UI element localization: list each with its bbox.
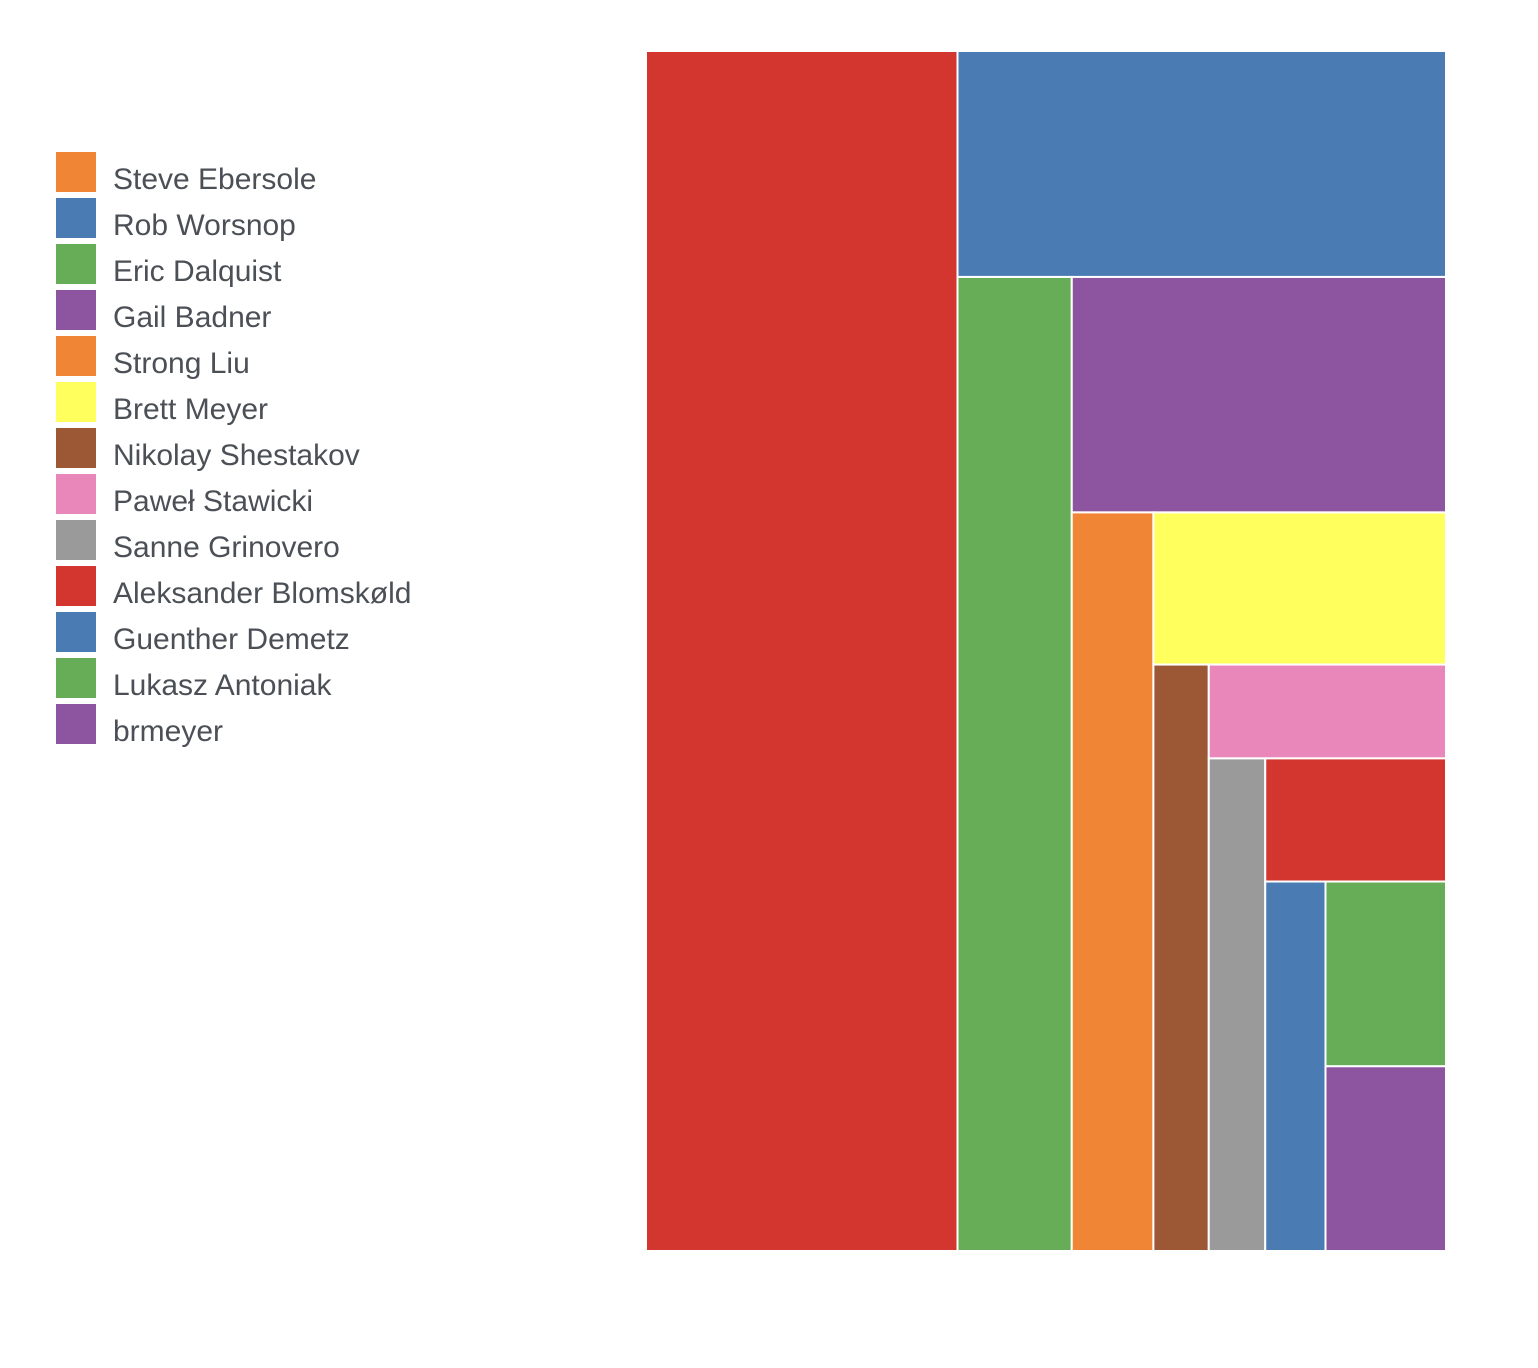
treemap-cell[interactable] [1207,663,1447,760]
legend-swatch [56,152,96,192]
treemap-cell[interactable] [1264,880,1327,1253]
treemap-cell[interactable] [1324,1065,1448,1252]
treemap-cell[interactable] [1264,757,1447,883]
treemap-cell[interactable] [956,275,1073,1253]
treemap-cell[interactable] [1152,511,1448,666]
legend-swatch [56,428,96,468]
legend-swatch [56,658,96,698]
legend-swatch [56,474,96,514]
legend-label: Eric Dalquist [113,255,282,288]
legend-label: Lukasz Antoniak [113,669,332,702]
legend-swatch [56,290,96,330]
legend-label: Guenther Demetz [113,623,350,656]
legend-item[interactable]: Eric Dalquist [56,244,536,290]
treemap-cell[interactable] [1207,757,1267,1252]
legend-item[interactable]: Guenther Demetz [56,612,536,658]
legend-swatch [56,336,96,376]
legend-label: Paweł Stawicki [113,485,314,518]
treemap-cell[interactable] [1324,880,1448,1068]
legend-label: Nikolay Shestakov [113,439,360,472]
legend-label: brmeyer [113,715,224,748]
legend-item[interactable]: Steve Ebersole [56,152,536,198]
legend-item[interactable]: Paweł Stawicki [56,474,536,520]
legend-label: Gail Badner [113,301,272,334]
legend-label: Rob Worsnop [113,209,296,242]
legend-item[interactable]: Gail Badner [56,290,536,336]
treemap-cell[interactable] [1070,275,1448,514]
legend-item[interactable]: Nikolay Shestakov [56,428,536,474]
treemap-cell[interactable] [1152,663,1210,1252]
legend: Steve Ebersole Rob Worsnop Eric Dalquist Ga… [56,152,536,750]
legend-swatch [56,382,96,422]
legend-swatch [56,612,96,652]
legend-item[interactable]: Sanne Grinovero [56,520,536,566]
legend-swatch [56,704,96,744]
legend-swatch [56,566,96,606]
legend-item[interactable]: Aleksander Blomskøld [56,566,536,612]
treemap-cell[interactable] [956,50,1447,278]
legend-label: Strong Liu [113,347,250,380]
legend-label: Brett Meyer [113,393,269,426]
legend-swatch [56,520,96,560]
legend-item[interactable]: Strong Liu [56,336,536,382]
legend-item[interactable]: Rob Worsnop [56,198,536,244]
legend-item[interactable]: Brett Meyer [56,382,536,428]
legend-swatch [56,244,96,284]
legend-label: Sanne Grinovero [113,531,340,564]
treemap-cell[interactable] [1070,511,1155,1252]
legend-swatch [56,198,96,238]
legend-label: Steve Ebersole [113,163,317,196]
legend-label: Aleksander Blomskøld [113,577,412,610]
legend-item[interactable]: brmeyer [56,704,536,750]
legend-item[interactable]: Lukasz Antoniak [56,658,536,704]
treemap-cell[interactable] [645,50,959,1252]
